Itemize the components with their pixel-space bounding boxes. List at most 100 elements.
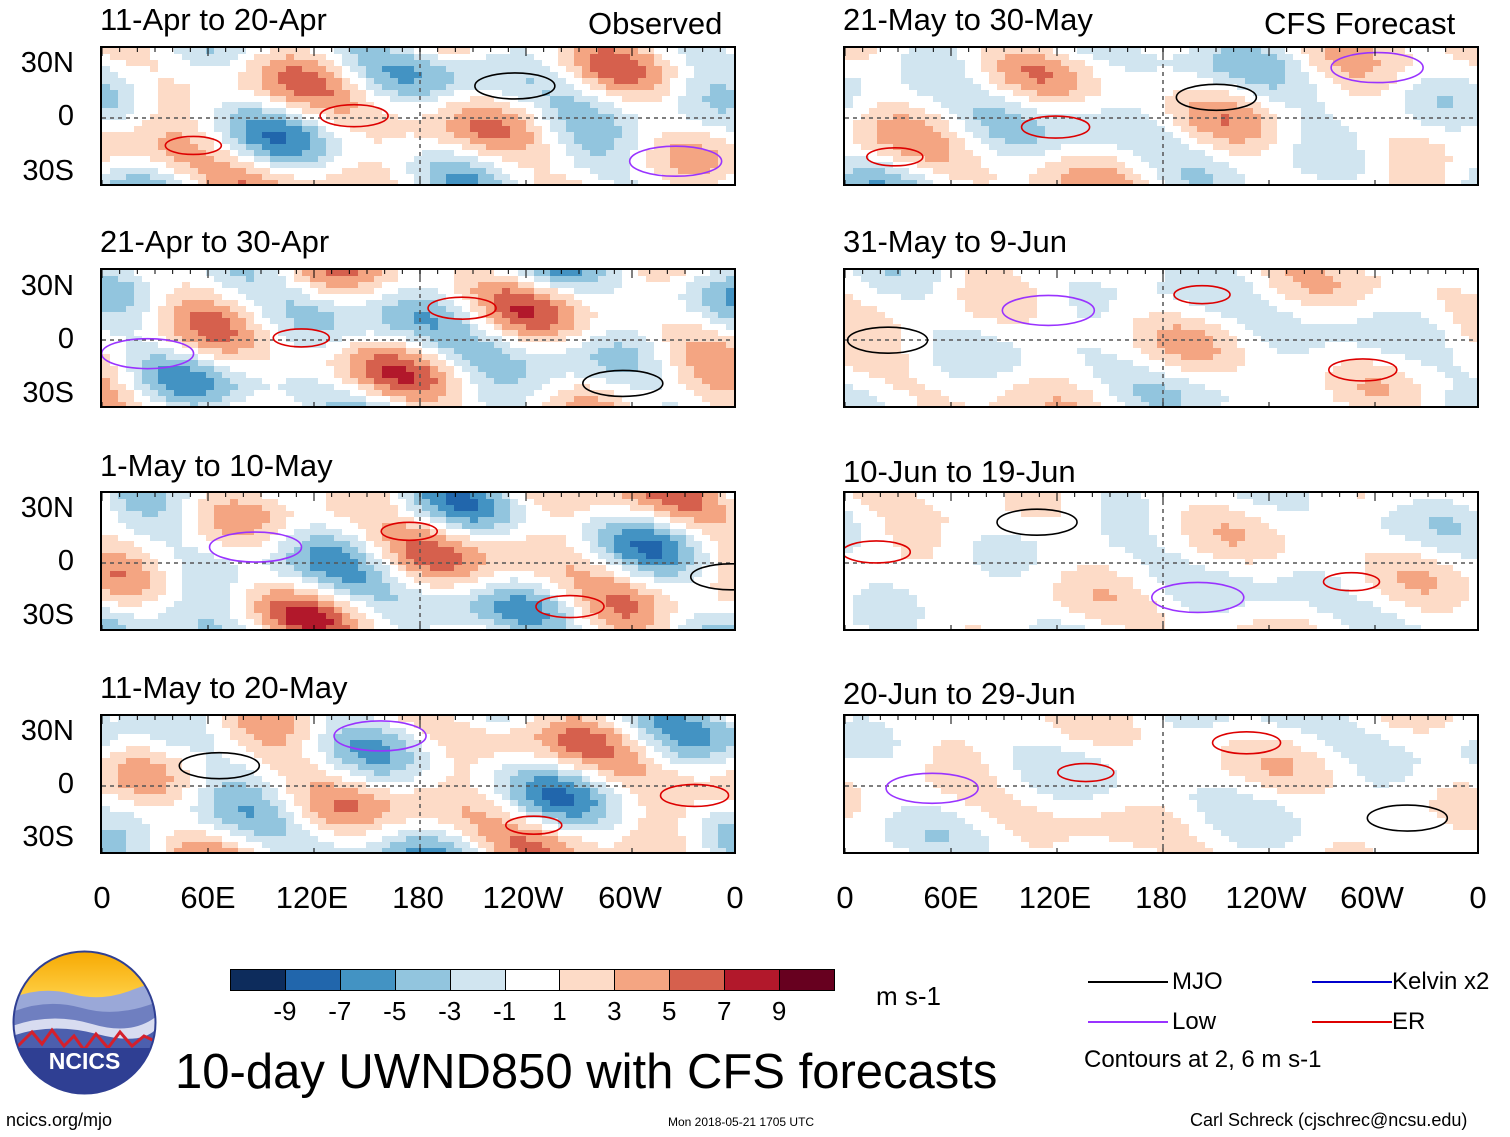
heatmap-cell: [278, 366, 287, 373]
heatmap-cell: [382, 312, 391, 319]
heatmap-cell: [126, 541, 135, 548]
heatmap-cell: [710, 132, 719, 139]
heatmap-cell: [614, 108, 623, 115]
heatmap-cell: [398, 174, 407, 181]
heatmap-cell: [270, 312, 279, 319]
heatmap-cell: [646, 72, 655, 79]
heatmap-cell: [446, 342, 455, 349]
heatmap-cell: [190, 595, 199, 602]
heatmap-cell: [350, 384, 359, 391]
heatmap-cell: [246, 517, 255, 524]
heatmap-cell: [734, 60, 736, 67]
heatmap-cell: [446, 396, 455, 403]
heatmap-cell: [670, 126, 679, 133]
heatmap-cell: [318, 384, 327, 391]
heatmap-cell: [126, 613, 135, 620]
heatmap-cell: [334, 276, 343, 283]
heatmap-cell: [574, 132, 583, 139]
heatmap-cell: [638, 114, 647, 121]
heatmap-cell: [230, 276, 239, 283]
heatmap-cell: [310, 390, 319, 397]
heatmap-cell: [694, 312, 703, 319]
heatmap-cell: [422, 132, 431, 139]
heatmap-cell: [142, 384, 151, 391]
heatmap-cell: [174, 288, 183, 295]
heatmap-cell: [622, 276, 631, 283]
heatmap-cell: [118, 613, 127, 620]
heatmap-cell: [190, 354, 199, 361]
heatmap-cell: [686, 300, 695, 307]
heatmap-cell: [646, 78, 655, 85]
heatmap-cell: [142, 517, 151, 524]
heatmap-cell: [214, 312, 223, 319]
heatmap-cell: [238, 60, 247, 67]
heatmap-cell: [310, 348, 319, 355]
heatmap-cell: [510, 336, 519, 343]
heatmap-cell: [582, 396, 591, 403]
heatmap-cell: [422, 180, 431, 184]
heatmap-cell: [598, 354, 607, 361]
heatmap-cell: [310, 583, 319, 590]
heatmap-cell: [110, 72, 119, 79]
heatmap-cell: [702, 360, 711, 367]
heatmap-cell: [726, 48, 734, 55]
heatmap-cell: [662, 150, 671, 157]
heatmap-cell: [486, 78, 495, 85]
y-tick-30s-3: 30S: [22, 599, 74, 631]
heatmap-cell: [110, 601, 119, 608]
heatmap-cell: [446, 366, 455, 373]
heatmap-cell: [166, 384, 175, 391]
heatmap-cell: [310, 324, 319, 331]
heatmap-cell: [350, 517, 359, 524]
heatmap-cell: [118, 625, 127, 629]
heatmap-cell: [262, 66, 271, 73]
heatmap-cell: [302, 511, 311, 518]
heatmap-cell: [294, 499, 303, 506]
heatmap-cell: [470, 378, 479, 385]
heatmap-cell: [630, 372, 639, 379]
heatmap-cell: [230, 396, 239, 403]
heatmap-cell: [526, 102, 535, 109]
heatmap-cell: [126, 306, 135, 313]
heatmap-cell: [502, 156, 511, 163]
heatmap-cell: [422, 138, 431, 145]
heatmap-cell: [494, 336, 503, 343]
heatmap-cell: [326, 282, 335, 289]
heatmap-cell: [374, 619, 383, 626]
heatmap-cell: [358, 523, 367, 530]
heatmap-cell: [622, 72, 631, 79]
heatmap-cell: [390, 132, 399, 139]
heatmap-cell: [190, 102, 199, 109]
heatmap-cell: [734, 84, 736, 91]
heatmap-cell: [486, 354, 495, 361]
heatmap-cell: [414, 294, 423, 301]
heatmap-cell: [526, 96, 535, 103]
heatmap-cell: [286, 559, 295, 566]
heatmap-cell: [318, 511, 327, 518]
heatmap-cell: [382, 306, 391, 313]
heatmap-cell: [558, 96, 567, 103]
heatmap-cell: [606, 132, 615, 139]
heatmap-cell: [606, 126, 615, 133]
heatmap-cell: [678, 120, 687, 127]
heatmap-cell: [262, 138, 271, 145]
heatmap-cell: [102, 336, 111, 343]
heatmap-cell: [686, 288, 695, 295]
heatmap-cell: [590, 330, 599, 337]
heatmap-cell: [302, 150, 311, 157]
heatmap-cell: [126, 583, 135, 590]
heatmap-cell: [334, 294, 343, 301]
heatmap-cell: [622, 174, 631, 181]
heatmap-cell: [326, 90, 335, 97]
heatmap-cell: [358, 511, 367, 518]
heatmap-cell: [238, 366, 247, 373]
heatmap-cell: [310, 84, 319, 91]
heatmap-cell: [286, 565, 295, 572]
heatmap-cell: [254, 300, 263, 307]
heatmap-cell: [398, 84, 407, 91]
heatmap-cell: [222, 180, 231, 184]
heatmap-cell: [206, 336, 215, 343]
heatmap-cell: [598, 396, 607, 403]
heatmap-cell: [118, 312, 127, 319]
heatmap-cell: [214, 330, 223, 337]
